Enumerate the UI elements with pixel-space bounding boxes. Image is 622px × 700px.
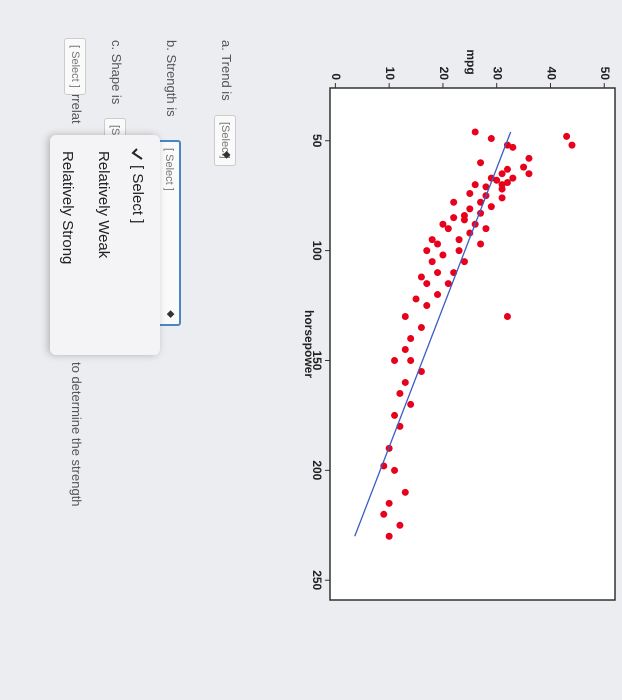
point	[509, 143, 517, 151]
point	[450, 198, 458, 206]
y-tick-label: 20	[437, 67, 451, 81]
chart: mpg horsepower 50 100 150 200 250 0 10 20 30 40 50	[302, 49, 616, 601]
select-box[interactable]: [Select] ◆	[214, 115, 236, 166]
point	[380, 510, 388, 518]
point	[407, 335, 415, 343]
point	[391, 356, 399, 364]
x-tick-label: 250	[310, 570, 324, 590]
plot-frame	[329, 87, 616, 601]
point	[455, 236, 463, 244]
point	[417, 273, 425, 281]
point	[509, 174, 517, 182]
x-tick-label: 150	[310, 350, 324, 370]
point	[498, 194, 506, 202]
point	[471, 181, 479, 189]
point	[498, 170, 506, 178]
point	[444, 225, 452, 233]
point	[444, 280, 452, 288]
point	[471, 128, 479, 136]
point	[525, 170, 533, 178]
select-arrow: ◆	[165, 310, 176, 318]
point	[466, 205, 474, 213]
point	[477, 240, 485, 248]
question-label: a. Trend is	[219, 40, 234, 101]
point	[460, 216, 468, 224]
point	[498, 185, 506, 193]
x-axis-title: horsepower	[302, 310, 316, 378]
dropdown-option[interactable]: Relatively Weak	[95, 151, 112, 259]
point	[466, 189, 474, 197]
point	[439, 251, 447, 259]
fit-line	[354, 131, 512, 537]
point	[391, 466, 399, 474]
check-icon	[131, 148, 143, 160]
point	[477, 159, 485, 167]
point	[503, 313, 511, 321]
dropdown-menu: [ Select ] Relatively Weak Relatively Stro…	[50, 135, 160, 355]
point	[434, 240, 442, 248]
point	[396, 521, 404, 529]
select-arrow: ◆	[221, 150, 232, 159]
point	[482, 225, 490, 233]
point	[417, 324, 425, 332]
point	[525, 154, 533, 162]
point	[428, 258, 436, 266]
x-tick-label: 50	[310, 134, 324, 148]
check-path	[131, 148, 143, 160]
point	[407, 356, 415, 364]
point	[391, 411, 399, 419]
question-label: b. Strength is	[164, 40, 179, 117]
y-tick-label: 10	[383, 67, 397, 81]
point	[434, 291, 442, 299]
x-tick-label: 200	[310, 460, 324, 480]
point	[385, 499, 393, 507]
point	[439, 220, 447, 228]
point	[401, 378, 409, 386]
question-label: c. Shape is	[109, 40, 124, 105]
dropdown-option[interactable]: Relatively Strong	[59, 151, 76, 265]
y-tick-label: 40	[544, 67, 558, 81]
point	[423, 247, 431, 255]
point	[503, 178, 511, 186]
point	[396, 389, 404, 397]
point	[493, 176, 501, 184]
x-tick-label: 100	[310, 241, 324, 261]
point	[460, 258, 468, 266]
point	[401, 345, 409, 353]
point	[568, 141, 576, 149]
point	[434, 269, 442, 277]
y-tick-label: 30	[491, 67, 505, 81]
point	[423, 302, 431, 310]
point	[407, 400, 415, 408]
point	[487, 203, 495, 211]
point	[482, 183, 490, 191]
point	[563, 132, 571, 140]
point	[450, 214, 458, 222]
point	[520, 163, 528, 171]
point	[503, 165, 511, 173]
point	[428, 236, 436, 244]
select-box[interactable]: [ Select ] ◆	[157, 140, 181, 326]
point	[401, 488, 409, 496]
y-axis-title: mpg	[464, 49, 478, 74]
point	[385, 532, 393, 540]
note-text: to determine the strength	[69, 362, 84, 507]
point	[455, 247, 463, 255]
dropdown-option[interactable]: [ Select ]	[129, 165, 146, 224]
point	[401, 313, 409, 321]
y-tick-label: 50	[598, 67, 612, 81]
y-tick-label: 0	[329, 73, 343, 80]
point	[412, 295, 420, 303]
point	[487, 135, 495, 143]
select-box[interactable]: [ Select ]	[64, 38, 86, 95]
point	[423, 280, 431, 288]
